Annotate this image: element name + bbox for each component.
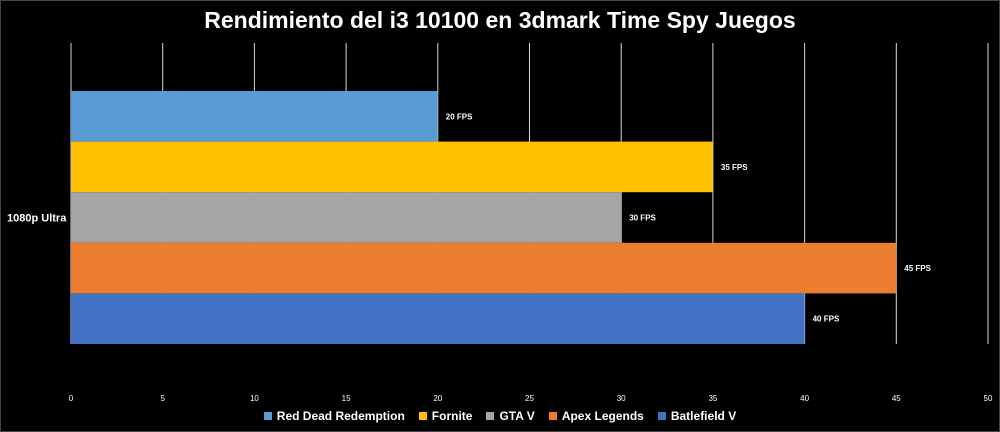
legend-swatch: [548, 412, 557, 420]
data-label: 45 FPS: [904, 264, 931, 273]
bar: [71, 242, 897, 294]
x-tick-label: 30: [617, 394, 626, 403]
bar: [71, 192, 622, 243]
chart-legend: Red Dead Redemption Fornite GTA V Apex Lege…: [1, 409, 999, 423]
x-tick-label: 40: [800, 394, 809, 403]
legend-swatch: [657, 412, 666, 420]
x-tick-label: 50: [984, 394, 993, 403]
data-label: 35 FPS: [721, 163, 748, 172]
legend-item: Fornite: [418, 409, 473, 423]
x-tick-label: 25: [525, 394, 534, 403]
data-label: 20 FPS: [446, 112, 473, 121]
legend-label: Red Dead Redemption: [276, 409, 405, 423]
x-tick-label: 5: [160, 394, 165, 403]
bar: [71, 293, 805, 344]
chart-title: Rendimiento del i3 10100 en 3dmark Time …: [204, 7, 796, 33]
y-category-label: 1080p Ultra: [7, 213, 67, 225]
x-tick-label: 15: [342, 394, 351, 403]
x-tick-label: 0: [69, 394, 74, 403]
bar: [71, 141, 713, 193]
legend-item: Red Dead Redemption: [263, 409, 405, 423]
legend-item: Batlefield V: [657, 409, 737, 423]
x-tick-label: 20: [433, 394, 442, 403]
legend-label: GTA V: [499, 409, 535, 423]
legend-item: GTA V: [486, 409, 535, 423]
legend-swatch: [263, 412, 272, 420]
x-tick-label: 10: [250, 394, 259, 403]
x-tick-label: 35: [708, 394, 717, 403]
data-label: 40 FPS: [813, 315, 840, 324]
x-tick-label: 45: [892, 394, 901, 403]
legend-swatch: [418, 412, 427, 420]
data-label: 30 FPS: [629, 214, 656, 223]
legend-swatch: [486, 412, 495, 420]
legend-label: Fornite: [431, 409, 473, 423]
legend-label: Apex Legends: [561, 409, 644, 423]
legend-label: Batlefield V: [670, 409, 737, 423]
bar: [71, 91, 438, 142]
legend-item: Apex Legends: [548, 409, 644, 423]
